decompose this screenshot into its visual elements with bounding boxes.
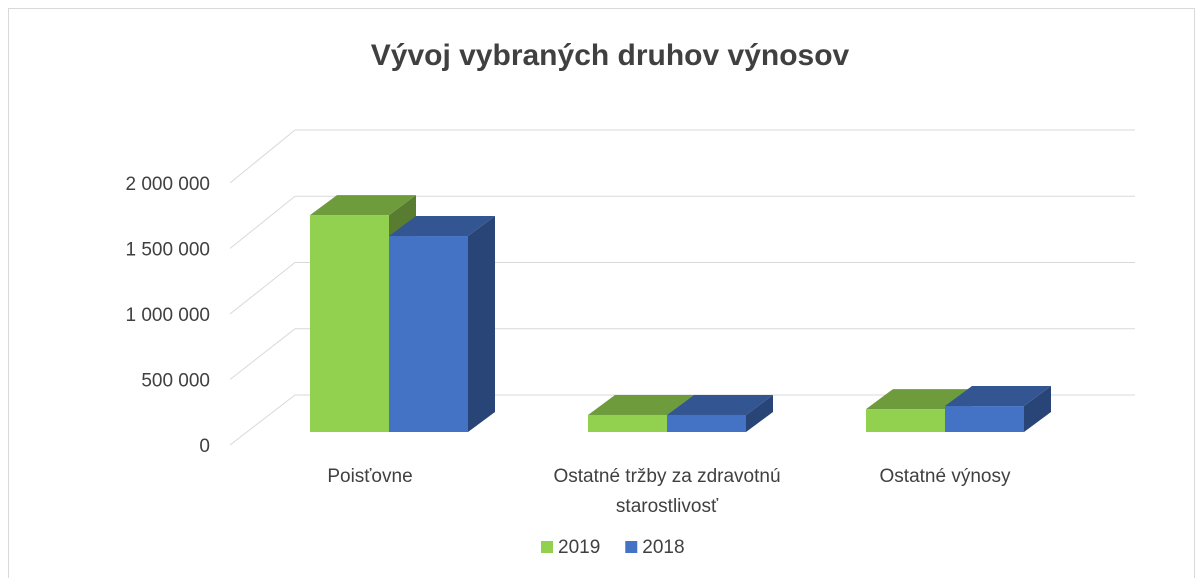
y-tick-label: 0 [199, 436, 210, 457]
grid-line [229, 394, 1135, 446]
bar-side [468, 216, 495, 432]
bar [667, 414, 746, 432]
y-tick-label: 2 000 000 [125, 174, 210, 195]
grid-line [229, 262, 1135, 315]
bar-top [945, 386, 1051, 407]
legend-label: 2018 [642, 537, 684, 558]
y-tick-label: 1 000 000 [125, 305, 210, 326]
chart-border [8, 8, 1195, 578]
bar [310, 215, 389, 432]
bar [945, 406, 1024, 432]
grid-line [229, 328, 1135, 380]
y-tick-label: 500 000 [141, 371, 210, 392]
bar-top [389, 216, 495, 237]
legend-label: 2019 [558, 537, 600, 558]
bar [588, 414, 667, 432]
grid-line [229, 129, 1135, 184]
grid-line [229, 195, 1135, 249]
bar-top [866, 389, 972, 410]
x-tick-label: Poisťovne [327, 466, 413, 487]
x-tick-label: Ostatné tržby za zdravotnú starostlivosť [553, 466, 781, 517]
bar-top [588, 394, 694, 415]
bar-side [1024, 386, 1051, 432]
y-tick-label: 1 500 000 [125, 240, 210, 261]
bar [389, 236, 468, 432]
bar-top [667, 394, 773, 415]
bar-top [310, 195, 416, 216]
legend-swatch [625, 541, 638, 553]
chart-title: Vývoj vybraných druhov výnosov [371, 39, 850, 72]
bar [866, 409, 945, 432]
bar-side [746, 394, 773, 432]
x-tick-label: Ostatné výnosy [879, 466, 1011, 487]
legend-swatch [541, 541, 553, 553]
